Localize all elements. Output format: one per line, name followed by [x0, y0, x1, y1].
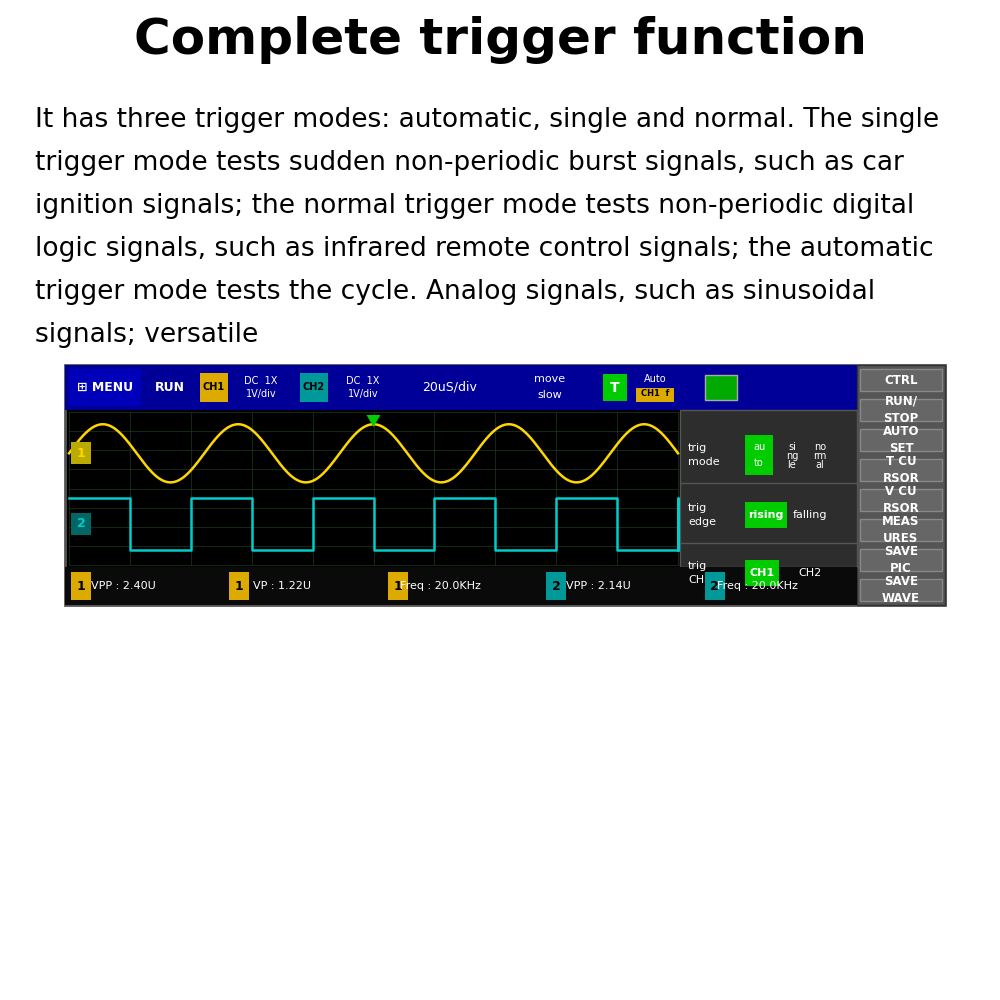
Text: Freq : 20.0KHz: Freq : 20.0KHz — [717, 581, 798, 591]
Bar — [603, 374, 627, 401]
Bar — [200, 373, 228, 402]
Text: trig
mode: trig mode — [688, 443, 720, 467]
Text: le: le — [788, 460, 796, 470]
Text: si: si — [788, 442, 796, 452]
Polygon shape — [366, 415, 380, 427]
Bar — [71, 513, 91, 535]
Text: Auto: Auto — [644, 373, 666, 383]
Text: CH1  f: CH1 f — [641, 389, 669, 398]
Text: V CU
RSOR: V CU RSOR — [883, 485, 919, 515]
Text: CH2: CH2 — [303, 382, 325, 392]
Text: 1V/div: 1V/div — [348, 389, 378, 399]
Text: RUN/
STOP: RUN/ STOP — [883, 395, 919, 425]
Text: RUN: RUN — [155, 381, 185, 394]
Text: DC  1X: DC 1X — [346, 375, 380, 385]
Bar — [65, 567, 857, 605]
Text: falling: falling — [793, 510, 827, 520]
Bar — [520, 369, 580, 406]
Bar — [65, 365, 945, 410]
Text: to: to — [754, 458, 764, 468]
Bar — [546, 572, 566, 600]
Text: 2: 2 — [552, 580, 561, 592]
Bar — [65, 365, 945, 605]
Text: trig
CH: trig CH — [688, 561, 707, 585]
Bar — [69, 369, 141, 406]
Bar — [860, 459, 942, 481]
Bar — [860, 549, 942, 571]
Bar — [857, 365, 945, 605]
Text: Complete trigger function: Complete trigger function — [134, 16, 866, 64]
Text: move: move — [534, 374, 566, 384]
Text: slow: slow — [538, 390, 562, 400]
Bar — [860, 519, 942, 541]
Bar — [71, 572, 91, 600]
Text: 20uS/div: 20uS/div — [423, 381, 477, 394]
Text: 1: 1 — [77, 447, 85, 460]
Text: VP : 1.22U: VP : 1.22U — [253, 581, 311, 591]
Text: logic signals, such as infrared remote control signals; the automatic: logic signals, such as infrared remote c… — [35, 236, 934, 262]
Bar — [705, 375, 737, 400]
Text: 1: 1 — [235, 580, 244, 592]
Bar — [860, 489, 942, 511]
Text: T: T — [610, 380, 620, 394]
Text: AUTO
SET: AUTO SET — [883, 425, 919, 455]
Text: Freq : 20.0KHz: Freq : 20.0KHz — [400, 581, 481, 591]
Bar — [860, 579, 942, 601]
Text: VPP : 2.40U: VPP : 2.40U — [91, 581, 156, 591]
Bar — [745, 502, 787, 528]
Bar — [745, 435, 773, 475]
Text: 1V/div: 1V/div — [246, 389, 276, 399]
Text: MEAS
URES: MEAS URES — [882, 515, 920, 545]
Bar — [388, 572, 408, 600]
Text: no: no — [814, 442, 826, 452]
Text: trig
edge: trig edge — [688, 503, 716, 527]
Bar — [300, 373, 328, 402]
Text: VPP : 2.14U: VPP : 2.14U — [566, 581, 631, 591]
Text: ⊞ MENU: ⊞ MENU — [77, 381, 133, 394]
Bar — [860, 429, 942, 451]
Bar — [745, 560, 779, 586]
Text: rising: rising — [748, 510, 784, 520]
Bar — [860, 369, 942, 391]
Bar — [680, 410, 857, 567]
Text: SAVE
PIC: SAVE PIC — [884, 545, 918, 575]
Bar — [636, 388, 674, 402]
Bar — [229, 572, 249, 600]
Text: CH1: CH1 — [749, 568, 775, 578]
Text: trigger mode tests sudden non-periodic burst signals, such as car: trigger mode tests sudden non-periodic b… — [35, 150, 904, 176]
Text: It has three trigger modes: automatic, single and normal. The single: It has three trigger modes: automatic, s… — [35, 107, 939, 133]
Text: CH1: CH1 — [203, 382, 225, 392]
Text: DC  1X: DC 1X — [244, 375, 278, 385]
Text: 2: 2 — [710, 580, 719, 592]
Text: signals; versatile: signals; versatile — [35, 322, 258, 348]
Text: 1: 1 — [77, 580, 85, 592]
Text: rm: rm — [813, 451, 827, 461]
Text: al: al — [816, 460, 824, 470]
Text: T CU
RSOR: T CU RSOR — [883, 455, 919, 485]
Bar — [705, 572, 725, 600]
Text: ignition signals; the normal trigger mode tests non-periodic digital: ignition signals; the normal trigger mod… — [35, 193, 914, 219]
Bar — [860, 399, 942, 421]
Text: CTRL: CTRL — [884, 373, 918, 386]
Text: 2: 2 — [77, 517, 85, 530]
Text: trigger mode tests the cycle. Analog signals, such as sinusoidal: trigger mode tests the cycle. Analog sig… — [35, 279, 875, 305]
Text: ng: ng — [786, 451, 798, 461]
Text: au: au — [753, 442, 765, 452]
Text: 1: 1 — [393, 580, 402, 592]
Text: SAVE
WAVE: SAVE WAVE — [882, 575, 920, 605]
Text: CH2: CH2 — [798, 568, 822, 578]
Bar — [71, 442, 91, 464]
